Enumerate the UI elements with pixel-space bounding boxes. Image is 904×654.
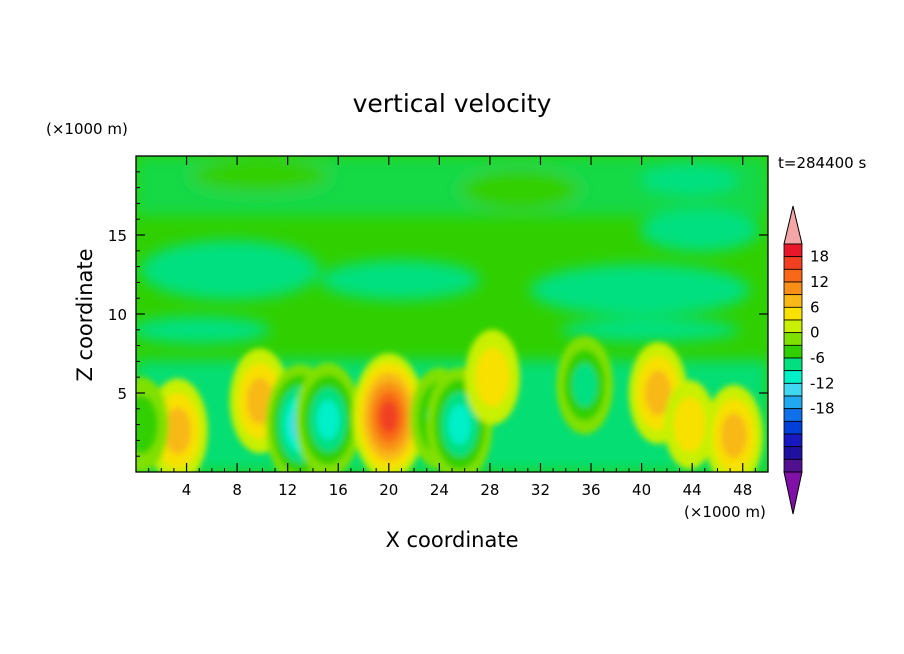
colorbar-box — [783, 458, 803, 473]
x-tick-label: 24 — [430, 481, 449, 499]
colorbar-box — [783, 344, 803, 359]
contour-cell — [673, 397, 706, 452]
x-tick-label: 8 — [232, 481, 242, 499]
colorbar-label: 12 — [810, 273, 829, 291]
colorbar: 18 12 6 0 -6 -12 -18 — [783, 205, 835, 515]
y-axis-label: Z coordinate — [73, 248, 97, 381]
contour-cell — [475, 347, 510, 407]
contour-cell — [164, 407, 192, 455]
contour-cell — [136, 395, 158, 454]
colorbar-label: -18 — [810, 400, 835, 418]
colorbar-label: -6 — [810, 349, 825, 367]
x-tick-label: 20 — [379, 481, 398, 499]
colorbar-label: 6 — [810, 298, 820, 316]
contour-field — [136, 156, 768, 472]
colorbar-box — [783, 420, 803, 435]
colorbar-box — [783, 382, 803, 397]
colorbar-box — [783, 268, 803, 283]
contour-cell — [448, 404, 471, 445]
contour-cell — [720, 413, 747, 459]
contour-cell — [380, 401, 398, 433]
colorbar-box — [783, 306, 803, 321]
colorbar-box — [783, 446, 803, 460]
x-tick-label: 16 — [329, 481, 348, 499]
colorbar-box — [783, 294, 803, 308]
colorbar-label: -12 — [810, 374, 835, 392]
colorbar-box — [783, 395, 803, 410]
colorbar-box — [783, 281, 803, 296]
colorbar-box — [783, 332, 803, 346]
colorbar-box — [783, 370, 803, 384]
colorbar-box — [783, 256, 803, 270]
x-tick-label: 48 — [733, 481, 752, 499]
x-tick-label: 12 — [278, 481, 297, 499]
x-tick-label: 36 — [581, 481, 600, 499]
colorbar-box — [783, 433, 803, 448]
colorbar-box — [783, 408, 803, 422]
x-tick-label: 4 — [182, 481, 192, 499]
x-tick-label: 32 — [531, 481, 550, 499]
time-label: t=284400 s — [778, 154, 866, 172]
colorbar-box — [783, 319, 803, 334]
contour-cell — [316, 399, 340, 440]
colorbar-label: 0 — [810, 324, 820, 342]
y-tick-label: 10 — [108, 306, 127, 324]
colorbar-box — [783, 357, 803, 372]
y-tick-label: 15 — [108, 227, 127, 245]
colorbar-top-arrow — [783, 205, 803, 245]
contour-cell — [572, 363, 598, 407]
colorbar-box — [783, 243, 803, 258]
x-axis-label: X coordinate — [385, 528, 518, 552]
x-axis: 4 8 12 16 20 24 28 32 36 40 44 48 — [148, 156, 756, 499]
x-tick-label: 28 — [480, 481, 499, 499]
colorbar-label: 18 — [810, 248, 829, 266]
y-axis-unit: (×1000 m) — [46, 120, 128, 138]
y-tick-label: 5 — [117, 385, 127, 403]
x-tick-label: 40 — [632, 481, 651, 499]
colorbar-bottom-arrow — [783, 471, 803, 515]
y-axis: 5 10 15 — [108, 171, 768, 457]
x-tick-label: 44 — [683, 481, 702, 499]
contour-cell — [645, 370, 672, 416]
chart-title: vertical velocity — [353, 89, 552, 118]
x-axis-unit: (×1000 m) — [684, 503, 766, 521]
